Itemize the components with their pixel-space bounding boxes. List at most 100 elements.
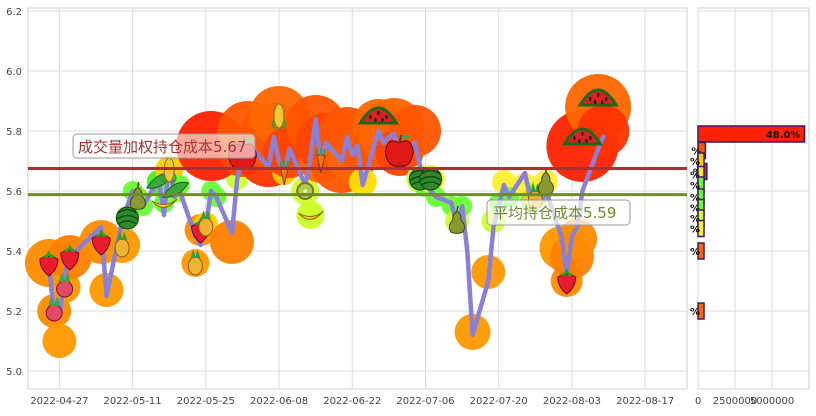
watermelon-seed-icon [604, 97, 608, 101]
strawberry-leaf-icon [41, 250, 56, 258]
distribution-bar-label: % [690, 193, 700, 204]
x-tick-label: 2022-04-27 [30, 396, 88, 407]
pineapple-leaf-icon [200, 210, 211, 219]
watermelon-marker [115, 206, 139, 230]
side-marks: %48.0%%%%%%%%%%% [690, 125, 806, 320]
average-cost-label: 平均持仓成本5.59 [493, 204, 616, 222]
watermelon-stripe-icon [116, 208, 138, 225]
bubble-marker [42, 324, 77, 358]
pear-icon [448, 210, 465, 234]
main-grid [27, 7, 688, 390]
radish-leaf-icon [48, 296, 61, 306]
strawberry-marker [557, 268, 577, 295]
radish-icon [56, 280, 74, 298]
strawberry-icon [91, 235, 111, 256]
main-marks: 成交量加权持仓成本5.67 平均持仓成本5.59 [24, 74, 687, 358]
strawberry-marker [39, 250, 59, 277]
watermelon-seed-icon [369, 115, 372, 119]
pineapple-leaf-icon [117, 231, 128, 240]
kiwi-core-icon [303, 189, 308, 193]
strawberry-marker [91, 229, 111, 256]
distribution-bar-label: % [690, 171, 700, 182]
carrot-leaf-icon [316, 148, 326, 156]
corn-marker [271, 103, 287, 130]
main-axes: 5.0 5.2 5.4 5.6 5.8 6.0 6.2 2022-04-27 2022-05-1… [6, 7, 674, 407]
radish-marker [56, 272, 74, 298]
bubble-marker [296, 201, 325, 229]
watermelon-marker [419, 167, 443, 191]
x-tick-label: 2022-06-22 [323, 396, 381, 407]
y-tick-label: 6.0 [6, 67, 22, 78]
watermelon-seed-icon [588, 97, 592, 101]
watermelon-seed-icon [596, 93, 600, 97]
y-tick-label: 5.2 [6, 307, 22, 318]
banana-icon [298, 210, 324, 220]
bubble-marker [557, 219, 598, 259]
weighted-cost-label: 成交量加权持仓成本5.67 [78, 138, 246, 156]
y-tick-label: 5.8 [6, 127, 22, 138]
pineapple-leaf-icon [530, 183, 541, 192]
distribution-bar [697, 302, 705, 320]
pineapple-icon [114, 238, 130, 258]
strawberry-leaf-icon [559, 268, 574, 276]
watermelon-seed-icon [589, 136, 592, 140]
distribution-bar-label: % [690, 225, 700, 236]
watermelon-seed-icon [585, 139, 588, 143]
watermelon-seed-icon [385, 115, 388, 119]
carrot-marker [316, 148, 326, 174]
pear-stem-icon [137, 181, 140, 188]
apple-stem-icon [398, 134, 403, 144]
radish-leaf-icon [58, 272, 71, 282]
x-tick-label: 2022-05-11 [104, 396, 162, 407]
strawberry-marker [60, 244, 80, 271]
watermelon-seed-icon [374, 118, 377, 122]
cost-label-box [72, 133, 256, 159]
x-tick-label: 2022-08-03 [543, 396, 601, 407]
strawberry-icon [60, 250, 80, 271]
y-tick-label: 5.0 [6, 367, 22, 378]
pineapple-marker [114, 231, 130, 258]
distribution-bar-label: % [690, 247, 700, 258]
watermelon-seed-icon [381, 118, 384, 122]
distribution-bar [697, 219, 705, 238]
strawberry-icon [39, 256, 59, 277]
apple-marker [384, 134, 414, 167]
watermelon-stripe-icon [420, 169, 442, 186]
strawberry-leaf-icon [94, 229, 109, 237]
corn-icon [273, 103, 285, 129]
banana-marker [151, 198, 178, 208]
strawberry-icon [557, 274, 577, 295]
distribution-bar-label: % [690, 204, 700, 215]
x-tick-label: 2022-07-20 [470, 396, 528, 407]
distribution-bar-label: % [690, 307, 700, 318]
side-plot-frame [697, 7, 810, 390]
watermelon-icon [115, 206, 139, 230]
watermelon-slice-icon [357, 106, 400, 125]
side-grid [697, 7, 810, 390]
watermelon-marker [357, 106, 400, 125]
side-x-tick-label: 5000000 [750, 396, 795, 407]
distribution-bar-label: % [690, 181, 700, 192]
radish-marker [45, 296, 63, 322]
banana-icon [151, 198, 178, 208]
watermelon-seed-icon [581, 132, 584, 136]
y-tick-label: 5.6 [6, 187, 22, 198]
corn-husk-icon [271, 119, 287, 130]
kiwi-marker [296, 182, 315, 200]
pineapple-marker [198, 210, 214, 237]
bubble-marker [209, 220, 254, 264]
radish-icon [45, 304, 63, 322]
x-tick-label: 2022-08-17 [616, 396, 674, 407]
y-tick-label: 6.2 [6, 7, 22, 18]
y-tick-label: 5.4 [6, 247, 22, 258]
x-tick-label: 2022-07-06 [396, 396, 454, 407]
apple-icon [384, 140, 414, 167]
watermelon-seed-icon [573, 136, 576, 140]
apple-leaf-icon [401, 135, 410, 139]
corn-husk-icon [161, 173, 177, 184]
pineapple-leaf-icon [190, 249, 201, 258]
pear-stem-icon [456, 205, 459, 212]
